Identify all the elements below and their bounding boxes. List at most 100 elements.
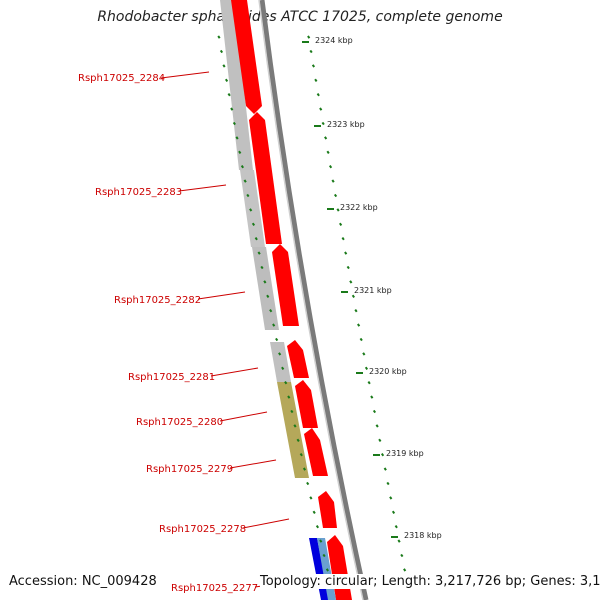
minor-tick	[357, 323, 361, 327]
accession-text: Accession: NC_009428	[9, 574, 157, 589]
minor-tick	[217, 35, 221, 39]
minor-tick	[391, 510, 396, 514]
minor-tick	[403, 568, 407, 572]
map-title: Rhodobacter sphaeroides ATCC 17025, comp…	[97, 9, 503, 25]
gene-label: Rsph17025_2284	[78, 73, 165, 84]
gene-leader-line	[242, 518, 290, 529]
minor-tick	[284, 381, 288, 385]
minor-tick	[275, 337, 279, 342]
gene-feature-2284	[220, 0, 253, 170]
minor-tick	[362, 352, 366, 356]
minor-tick	[272, 323, 276, 327]
minor-tick	[370, 395, 374, 399]
minor-tick	[383, 467, 387, 471]
tick-labels: 2324 kbp 2323 kbp 2322 kbp 2321 kbp 2320 kbp…	[315, 36, 442, 540]
gene-label: Rsph17025_2278	[159, 524, 246, 535]
minor-tick	[312, 510, 316, 514]
minor-tick	[339, 222, 343, 226]
gene-label-leaders	[160, 71, 290, 588]
minor-tick	[315, 525, 320, 529]
minor-tick	[232, 121, 236, 126]
tick-label: 2322 kbp	[340, 203, 378, 212]
minor-tick	[321, 121, 325, 126]
minor-tick	[293, 424, 297, 428]
minor-tick	[302, 467, 307, 471]
minor-tick	[326, 150, 330, 154]
minor-tick	[319, 107, 323, 111]
minor-tick	[354, 309, 358, 313]
minor-tick	[246, 193, 250, 198]
gene-label: Rsph17025_2277	[171, 583, 258, 594]
minor-tick	[249, 208, 253, 212]
minor-tick	[299, 453, 303, 457]
minor-tick	[243, 179, 247, 183]
minor-tick	[400, 553, 404, 558]
minor-tick	[372, 409, 377, 414]
cds-arrow-2279	[304, 428, 328, 476]
minor-tick	[287, 395, 291, 399]
cds-arrow-2283	[249, 112, 282, 244]
gene-leader-line	[210, 367, 259, 377]
minor-tick	[344, 251, 348, 255]
minor-tick	[378, 438, 382, 442]
minor-tick	[359, 337, 363, 342]
cds-arrow-2281	[287, 340, 309, 378]
gene-leader-line	[178, 184, 227, 192]
minor-tick	[281, 366, 285, 370]
minor-tick	[351, 294, 355, 298]
cds-arrow-2280	[295, 380, 318, 428]
minor-tick	[266, 294, 270, 298]
gene-label: Rsph17025_2282	[114, 295, 201, 306]
minor-tick	[251, 222, 256, 226]
minor-tick	[290, 409, 294, 414]
minor-tick	[296, 438, 300, 442]
gene-label: Rsph17025_2281	[128, 372, 215, 383]
topology-text: Topology: circular; Length: 3,217,726 bp…	[260, 574, 600, 589]
minor-tick	[316, 93, 320, 97]
gene-leader-line	[160, 71, 210, 79]
minor-tick	[222, 64, 226, 68]
minor-tick	[341, 237, 345, 241]
minor-tick	[263, 280, 267, 284]
minor-tick	[227, 93, 231, 97]
minor-tick	[309, 496, 313, 500]
minor-tick	[364, 366, 369, 370]
ruler-ticks	[217, 35, 410, 586]
minor-tick	[224, 78, 229, 82]
minor-tick	[346, 265, 350, 270]
minor-tick	[380, 453, 385, 457]
gene-leader-line	[197, 291, 246, 300]
minor-tick	[219, 49, 224, 54]
gene-label: Rsph17025_2283	[95, 187, 182, 198]
minor-tick	[331, 179, 335, 183]
minor-tick	[367, 381, 371, 385]
minor-tick	[311, 64, 316, 68]
tick-label: 2318 kbp	[404, 531, 442, 540]
minor-tick	[309, 49, 313, 54]
gene-feature-2282	[252, 247, 279, 330]
minor-tick	[314, 78, 318, 82]
minor-tick	[260, 265, 264, 270]
footer: Accession: NC_009428 Topology: circular;…	[0, 574, 600, 592]
minor-tick	[238, 150, 242, 154]
minor-tick	[319, 539, 323, 543]
minor-tick	[328, 165, 333, 169]
minor-tick	[307, 35, 311, 39]
minor-tick	[230, 107, 234, 111]
tick-label: 2320 kbp	[369, 367, 407, 376]
tick-label: 2323 kbp	[327, 120, 365, 129]
gene-label: Rsph17025_2279	[146, 464, 233, 475]
minor-tick	[394, 525, 398, 529]
tick-label: 2321 kbp	[354, 286, 392, 295]
gene-leader-line	[219, 411, 268, 422]
cds-arrow-2284	[231, 0, 262, 114]
gene-leader-line	[229, 459, 277, 469]
cds-arrow-2282	[272, 244, 299, 326]
minor-tick	[325, 568, 329, 572]
minor-tick	[349, 280, 353, 284]
minor-tick	[235, 136, 239, 140]
minor-tick	[324, 136, 328, 140]
minor-tick	[257, 251, 261, 255]
minor-tick	[278, 352, 282, 356]
